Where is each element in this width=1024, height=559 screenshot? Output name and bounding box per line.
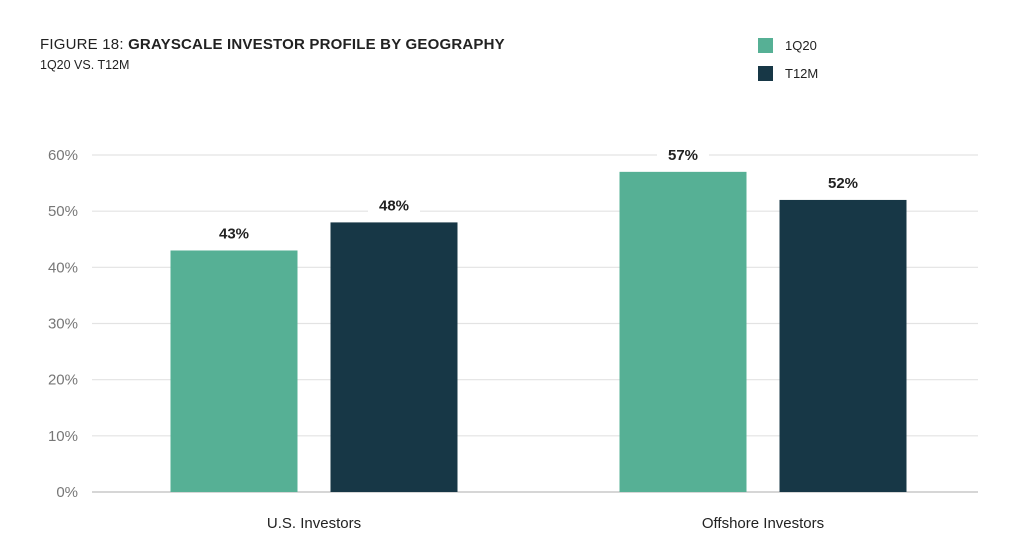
y-axis-ticks: 0% 10% 20% 30% 40% 50% 60% (48, 147, 78, 501)
y-tick-label: 60% (48, 147, 78, 164)
data-label: 48% (379, 197, 409, 214)
legend-label-t12m: T12M (785, 65, 819, 81)
y-tick-label: 30% (48, 316, 78, 333)
data-label-background (657, 145, 709, 166)
y-tick-label: 10% (48, 428, 78, 445)
bar (779, 199, 907, 492)
data-label-background (208, 224, 260, 245)
data-label-background (817, 173, 869, 194)
data-labels: 43% 48% 57% 52% (208, 145, 869, 245)
x-axis-categories: U.S. Investors Offshore Investors (267, 515, 824, 532)
chart-title-main: GRAYSCALE INVESTOR PROFILE BY GEOGRAPHY (128, 36, 505, 53)
data-label: 52% (828, 175, 858, 192)
legend: 1Q20 T12M (758, 36, 818, 92)
bar (619, 171, 747, 492)
bar (170, 250, 298, 492)
y-tick-label: 20% (48, 372, 78, 389)
legend-swatch-1q20 (758, 37, 773, 53)
bars (170, 171, 907, 492)
data-label: 57% (668, 147, 698, 164)
title-block: FIGURE 18: GRAYSCALE INVESTOR PROFILE BY… (40, 36, 505, 72)
x-category-label: Offshore Investors (702, 515, 824, 532)
y-tick-label: 50% (48, 203, 78, 220)
y-tick-label: 40% (48, 259, 78, 276)
chart-title: FIGURE 18: GRAYSCALE INVESTOR PROFILE BY… (40, 36, 505, 53)
chart-title-prefix: FIGURE 18: (40, 36, 129, 53)
legend-label-1q20: 1Q20 (785, 37, 817, 53)
legend-swatch-t12m (758, 65, 773, 81)
bar (330, 222, 458, 492)
legend-item-1q20: 1Q20 (758, 36, 818, 54)
data-label: 43% (219, 225, 249, 242)
data-label-background (368, 196, 420, 217)
chart-subtitle: 1Q20 VS. T12M (40, 58, 130, 72)
legend-item-t12m: T12M (758, 64, 818, 82)
x-category-label: U.S. Investors (267, 515, 361, 532)
y-tick-label: 0% (56, 484, 78, 501)
